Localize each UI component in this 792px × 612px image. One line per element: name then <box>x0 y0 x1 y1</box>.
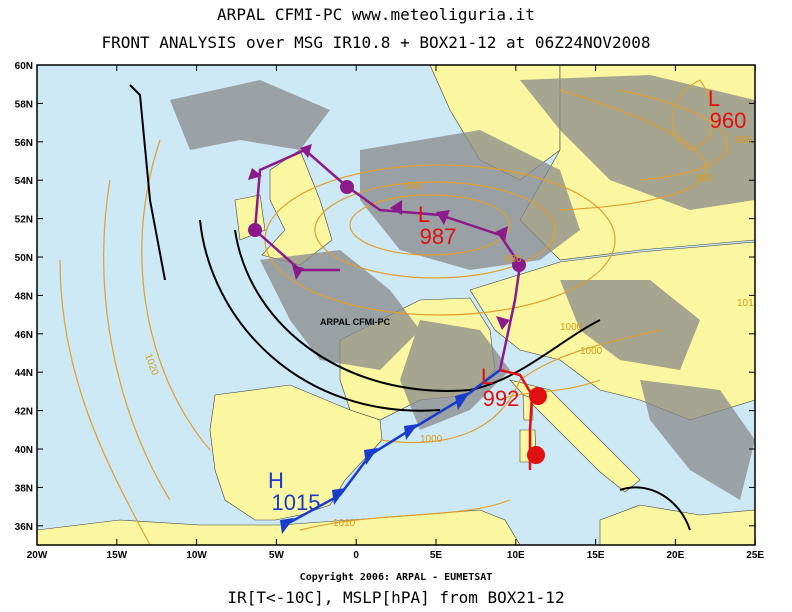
pressure-center-type: L <box>418 202 430 227</box>
troughs <box>129 84 691 531</box>
pressure-center-value: 992 <box>483 386 520 411</box>
map-frame <box>36 64 756 546</box>
lon-label: 20W <box>27 550 48 561</box>
lat-label: 56N <box>15 138 33 149</box>
pressure-center-value: 960 <box>710 108 747 133</box>
watermark: ARPAL CFMI-PC <box>320 317 391 327</box>
clouds <box>170 75 755 500</box>
lat-label: 38N <box>15 483 33 494</box>
lon-label: 25E <box>746 550 764 561</box>
isobar-label: 101 <box>737 298 754 309</box>
lat-label: 36N <box>15 522 33 533</box>
frame-ticks <box>36 64 756 545</box>
map-area <box>36 64 756 546</box>
lat-label: 50N <box>15 253 33 264</box>
lon-label: 15W <box>107 550 128 561</box>
copyright: Copyright 2006: ARPAL - EUMETSAT <box>300 571 493 583</box>
isobar-label: 1000 <box>580 346 603 357</box>
header-line2: FRONT ANALYSIS over MSG IR10.8 + BOX21-1… <box>101 33 650 52</box>
lat-label: 46N <box>15 330 33 341</box>
isobar-label: 980 <box>696 173 713 184</box>
isobar-label: 980 <box>735 135 752 146</box>
lat-label: 54N <box>15 176 33 187</box>
lon-label: 20E <box>667 550 685 561</box>
lon-label: 5W <box>269 550 285 561</box>
isobar-label: 980 <box>505 254 522 265</box>
header-line1: ARPAL CFMI-PC www.meteoliguria.it <box>217 5 535 24</box>
pressure-center-type: L <box>481 364 493 389</box>
warm-front <box>499 368 547 470</box>
lon-label: 5E <box>430 550 443 561</box>
lon-label: 10W <box>186 550 207 561</box>
pressure-center-type: L <box>708 86 720 111</box>
footer: IR[T<-10C], MSLP[hPA] from BOX21-12 <box>227 588 564 607</box>
pressure-center-value: 987 <box>420 224 457 249</box>
pressure-center-type: H <box>268 468 284 493</box>
lat-label: 52N <box>15 215 33 226</box>
lat-label: 58N <box>15 99 33 110</box>
lat-label: 48N <box>15 291 33 302</box>
lon-label: 0 <box>353 550 359 561</box>
lat-label: 60N <box>15 61 33 72</box>
isobar-label: 1000 <box>420 434 443 445</box>
isobar-label: 1000 <box>560 322 583 333</box>
cold-front <box>280 369 501 534</box>
pressure-center-value: 1015 <box>272 490 321 515</box>
isobar-label: 1010 <box>333 518 356 529</box>
italy <box>509 379 641 493</box>
lat-label: 40N <box>15 445 33 456</box>
occluded-front <box>248 144 526 371</box>
lon-label: 10E <box>507 550 525 561</box>
lat-label: 44N <box>15 368 33 379</box>
isobar-label: 988 <box>405 181 422 192</box>
lon-label: 15E <box>587 550 605 561</box>
lat-label: 42N <box>15 407 33 418</box>
